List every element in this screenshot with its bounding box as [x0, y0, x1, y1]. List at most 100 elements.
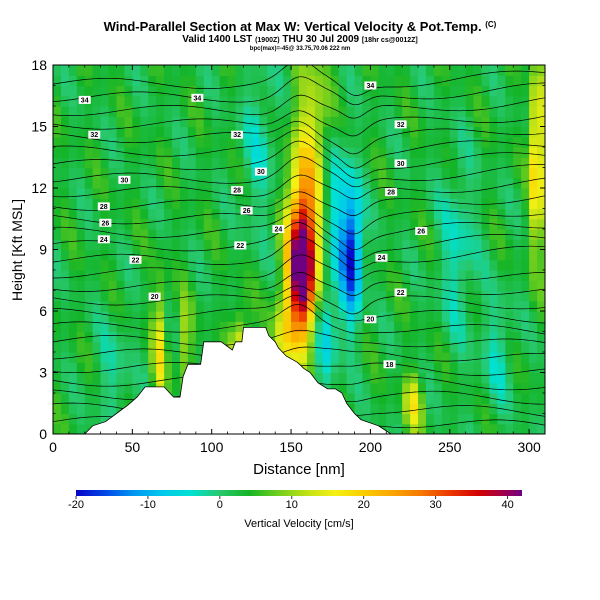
heat-cell [457, 413, 467, 425]
heat-cell [251, 198, 260, 210]
heat-cell [227, 290, 237, 302]
heat-cell [505, 188, 514, 199]
heat-cell [140, 321, 149, 333]
heat-cell [243, 157, 252, 169]
heat-cell [164, 126, 173, 138]
heat-cell [140, 116, 149, 128]
heat-cell [164, 167, 173, 179]
y-tick-label: 0 [39, 426, 47, 442]
heat-cell [433, 126, 443, 138]
heat-cell [457, 382, 467, 394]
y-tick-label: 18 [31, 57, 47, 73]
heat-cell [124, 311, 133, 322]
heat-cell [306, 106, 316, 117]
heat-cell [116, 270, 126, 281]
heat-cell [92, 382, 102, 394]
heat-cell [410, 198, 419, 210]
isentrope-label: 30 [397, 161, 405, 168]
heat-cell [116, 106, 126, 117]
heat-cell [362, 126, 372, 138]
heat-cell [322, 290, 332, 302]
heat-cell [322, 321, 332, 333]
heat-cell [68, 423, 78, 434]
heat-cell [418, 259, 427, 271]
heat-cell [362, 352, 372, 363]
heat-cell [473, 229, 483, 240]
heat-cell [148, 352, 157, 363]
isentrope-label: 22 [132, 257, 140, 264]
heat-cell [275, 136, 284, 148]
heat-cell [203, 188, 213, 199]
heat-cell [108, 403, 118, 415]
heat-cell [132, 177, 141, 189]
heat-cell [60, 270, 70, 281]
heat-cell [314, 167, 324, 179]
heat-cell [354, 362, 364, 374]
heat-cell [267, 157, 276, 169]
heat-cell [156, 167, 165, 179]
heat-cell [164, 352, 173, 363]
heat-cell [394, 423, 403, 434]
isentrope-line [53, 94, 545, 119]
heat-cell [521, 362, 530, 374]
heat-cell [259, 126, 268, 138]
heat-cell [227, 311, 237, 322]
heat-cell [521, 239, 530, 251]
heat-cell [425, 280, 435, 292]
heat-cell [370, 106, 379, 117]
heat-cell [497, 157, 506, 169]
isentrope-label-bg [254, 167, 267, 176]
heat-cell [76, 331, 86, 343]
heat-cell [203, 85, 213, 97]
heat-cell [314, 229, 324, 240]
heat-cell [108, 270, 118, 281]
heat-cell [68, 106, 78, 117]
heat-cell [386, 106, 395, 117]
heat-cell [314, 362, 324, 374]
heat-cell [76, 167, 86, 179]
heat-cell [179, 249, 189, 261]
heat-cell [386, 208, 395, 220]
heat-cell [521, 311, 530, 322]
heat-cell [449, 372, 459, 384]
heat-cell [362, 280, 372, 292]
heat-cell [306, 311, 316, 322]
heat-cell [346, 229, 356, 240]
heat-cell [354, 403, 364, 415]
heat-cell [537, 290, 545, 302]
heat-cell [203, 75, 213, 87]
heat-cell [60, 167, 70, 179]
heat-cell [529, 188, 538, 199]
heat-cell [211, 259, 221, 271]
heat-cell [386, 147, 395, 158]
heat-cell [521, 116, 530, 128]
heat-cell [53, 311, 62, 322]
heat-cell [338, 116, 348, 128]
heat-cell [116, 280, 126, 292]
heat-cell [433, 423, 443, 434]
heat-cell [441, 362, 451, 374]
heat-cell [283, 218, 292, 230]
heat-cell [362, 239, 372, 251]
heat-cell [433, 270, 443, 281]
colorbar-tick-label: 20 [358, 499, 370, 511]
heat-cell [425, 331, 435, 343]
isentrope-label-bg [231, 186, 244, 195]
heat-cell [314, 311, 324, 322]
heat-cell [291, 300, 300, 312]
heat-cell [322, 167, 332, 179]
heat-cell [425, 393, 435, 404]
heat-cell [457, 85, 467, 97]
heat-cell [537, 177, 545, 189]
heat-cell [148, 157, 157, 169]
heat-cell [116, 239, 126, 251]
heat-cell [441, 136, 451, 148]
heat-cell [330, 208, 340, 220]
heat-cell [346, 341, 356, 353]
heat-cell [84, 136, 94, 148]
heat-cell [425, 65, 435, 76]
heat-cell [172, 290, 181, 302]
heat-cell [92, 95, 102, 107]
heat-cell [521, 136, 530, 148]
